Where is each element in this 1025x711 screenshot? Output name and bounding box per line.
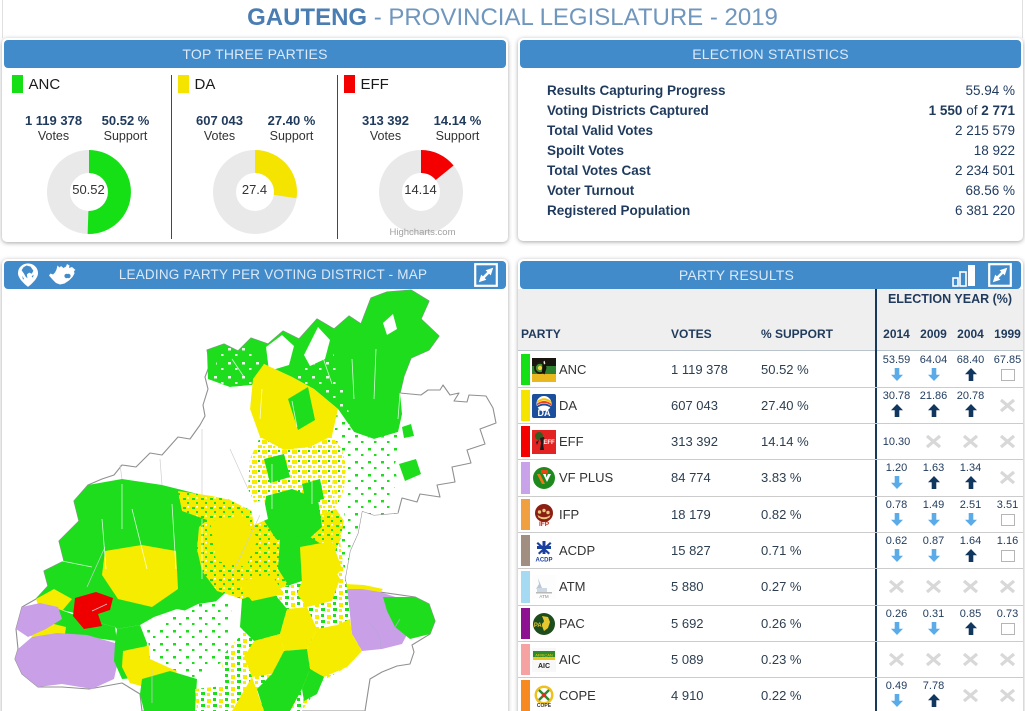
svg-text:AFRICAN: AFRICAN [535, 652, 553, 657]
svg-text:COPE: COPE [537, 703, 552, 708]
svg-text:EFF: EFF [543, 440, 555, 446]
svg-text:ATM: ATM [539, 594, 548, 599]
svg-text:AIC: AIC [538, 663, 550, 670]
svg-text:PAC: PAC [534, 623, 547, 629]
svg-text:IFP: IFP [539, 521, 550, 527]
svg-text:DA: DA [538, 408, 551, 418]
svg-text:ACDP: ACDP [535, 557, 552, 563]
